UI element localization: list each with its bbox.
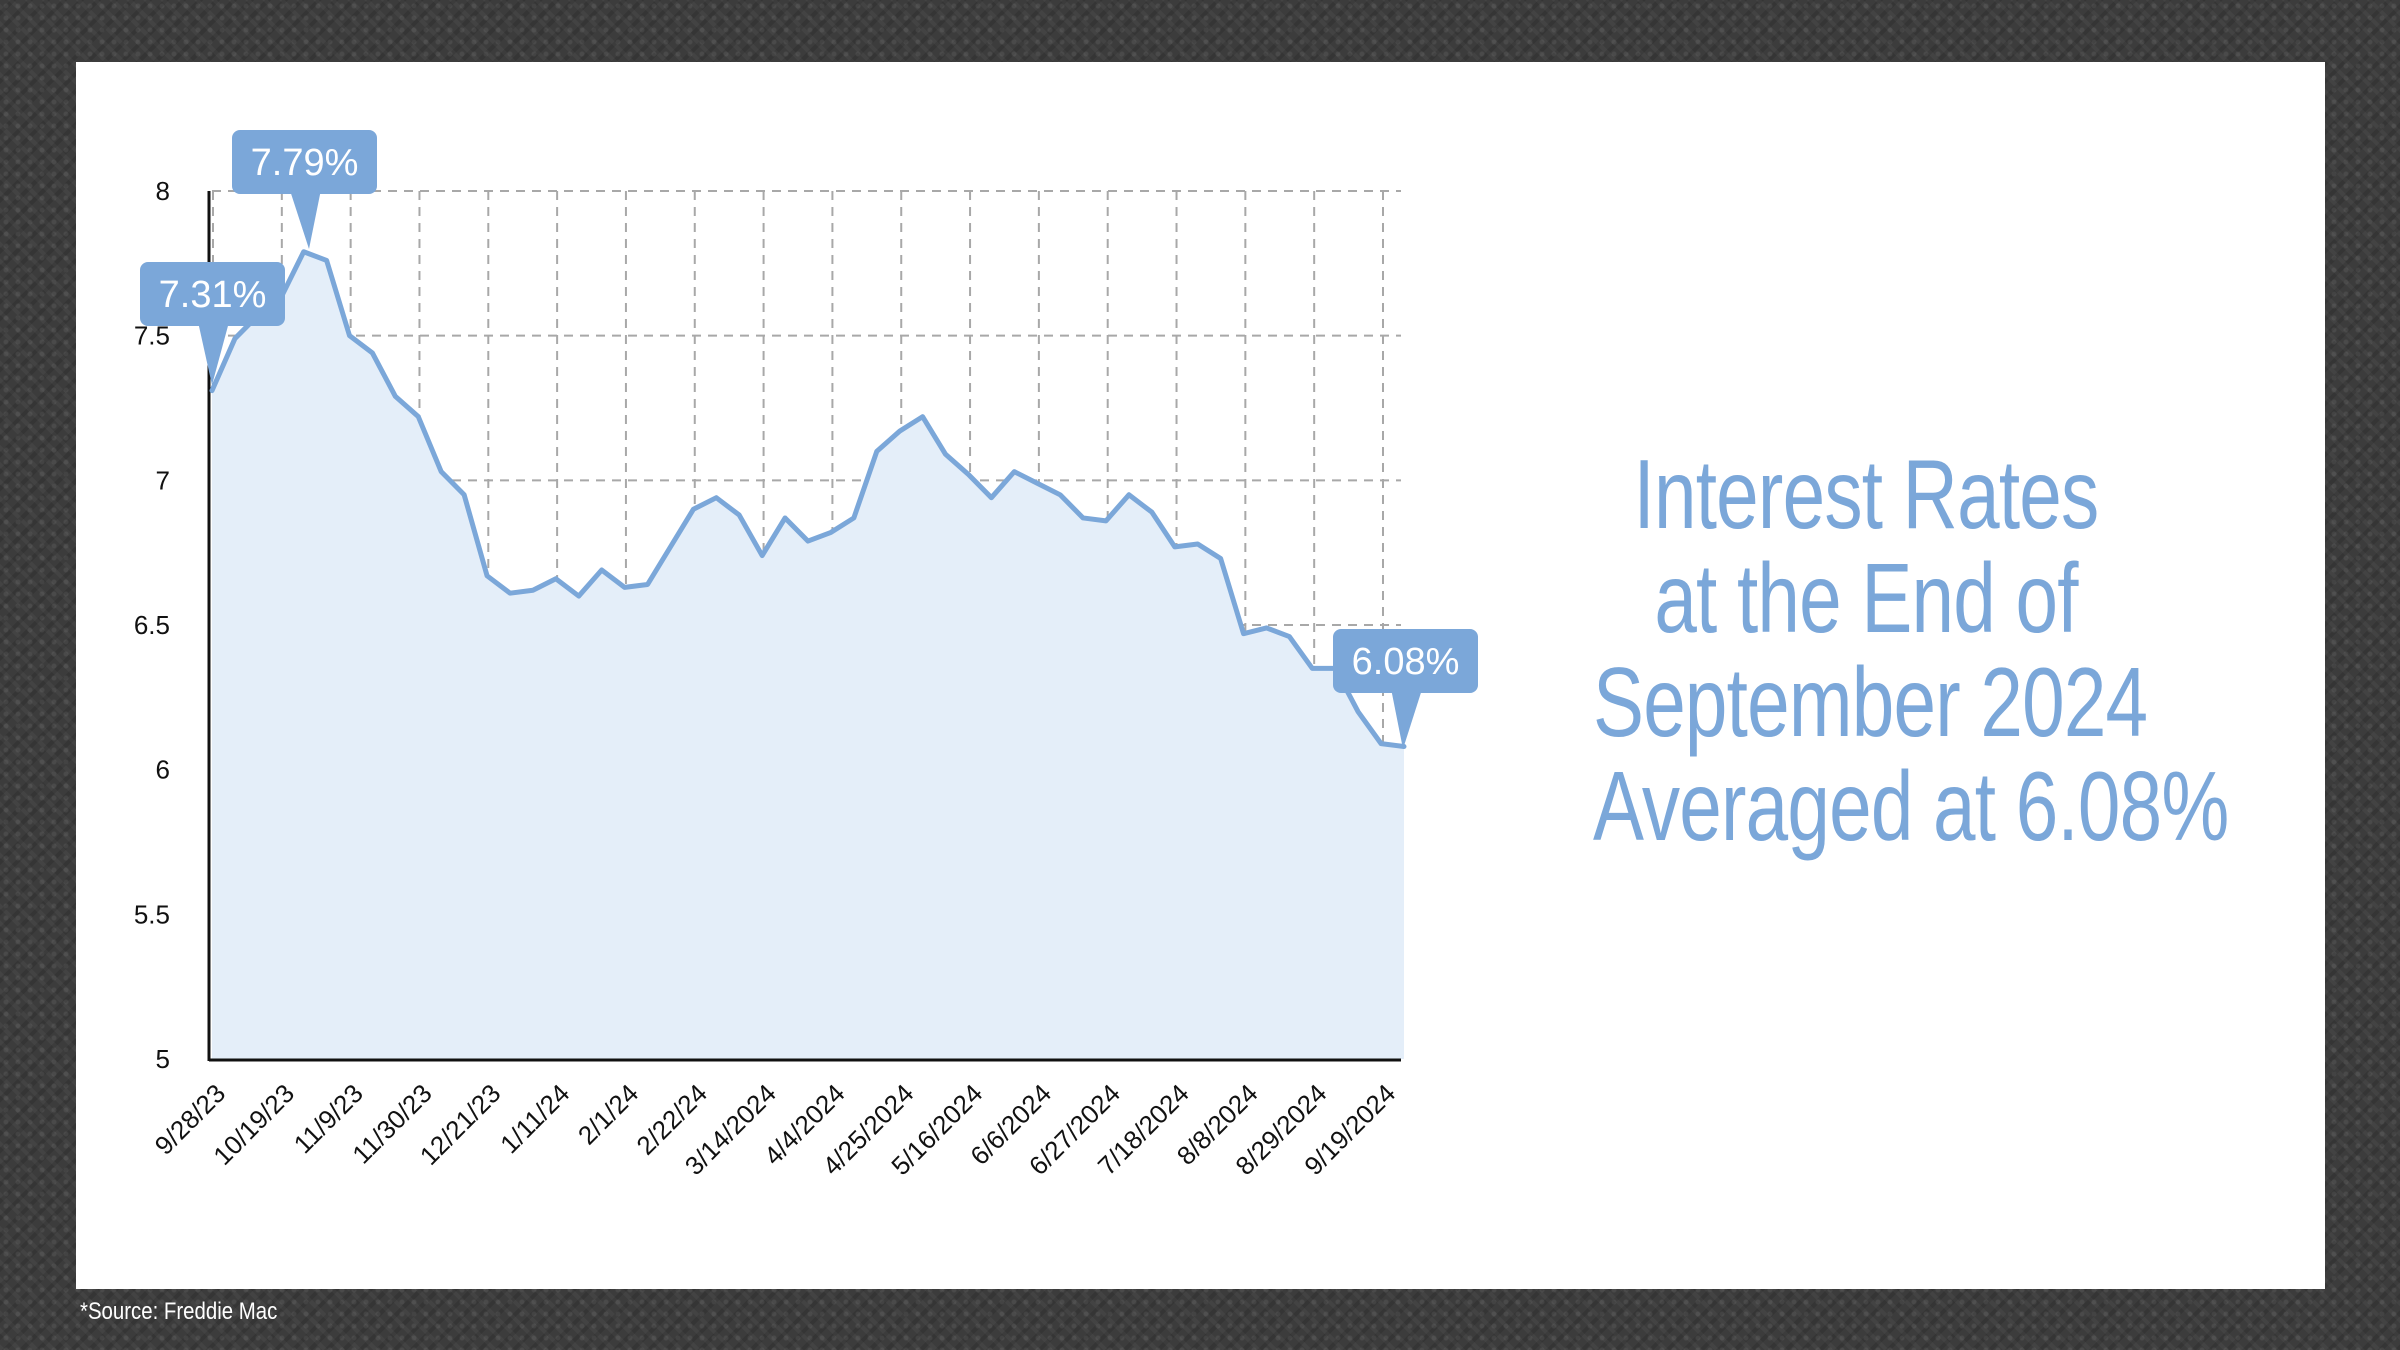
headline: Interest Rates at the End of September 2… (1593, 439, 2229, 861)
x-tick-label: 1/11/24 (494, 1078, 575, 1159)
area-fill (212, 251, 1404, 1059)
source-note: *Source: Freddie Mac (80, 1298, 278, 1325)
series-line (209, 249, 1407, 750)
x-tick-labels: 9/28/2310/19/2311/9/2311/30/2312/21/231/… (149, 1078, 1402, 1181)
callout-label: 7.79% (251, 142, 359, 184)
y-tick-label: 5 (156, 1044, 170, 1074)
chart-card: 5 5.5 6 6.5 7 7.5 8 9/28/23 10/19/23 11/9/23 11/3… (76, 62, 2325, 1289)
headline-line-3: September 2024 (1593, 647, 2148, 757)
callout-pointer (1391, 691, 1422, 749)
y-tick-label: 5.5 (134, 899, 170, 929)
interest-rate-chart: 55.566.577.58 9/28/2310/19/2311/9/2311/3… (134, 130, 1478, 1181)
callout-608: 6.08% (1333, 629, 1478, 749)
callout-731: 7.31% (140, 262, 285, 385)
y-tick-label: 6 (156, 755, 170, 785)
y-tick-label: 6.5 (134, 610, 170, 640)
headline-line-2: at the End of (1654, 543, 2078, 653)
callout-pointer (198, 324, 229, 385)
callout-box (140, 262, 285, 326)
headline-line-4: Averaged at 6.08% (1593, 751, 2229, 861)
callout-label: 6.08% (1352, 641, 1460, 683)
callout-box (1333, 629, 1478, 693)
y-tick-label: 7 (156, 465, 170, 495)
callout-label: 7.31% (159, 274, 267, 316)
line-layer (209, 249, 1407, 750)
y-tick-label: 8 (156, 176, 170, 206)
area-layer (212, 251, 1404, 1059)
callout-layer: 7.31% 7.79% 6.08% (140, 130, 1478, 749)
callout-779: 7.79% (232, 130, 377, 249)
callout-pointer (290, 192, 321, 249)
callout-box (232, 130, 377, 194)
y-tick-labels: 55.566.577.58 (134, 176, 170, 1074)
headline-line-1: Interest Rates (1633, 439, 2100, 549)
